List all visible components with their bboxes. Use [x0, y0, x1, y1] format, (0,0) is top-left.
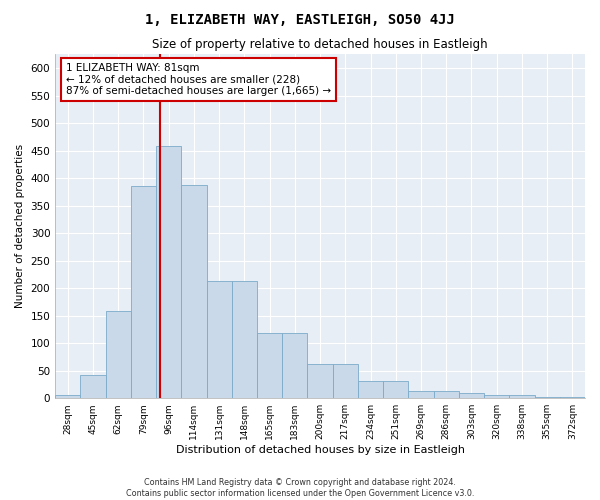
Y-axis label: Number of detached properties: Number of detached properties: [15, 144, 25, 308]
Bar: [307, 364, 332, 398]
Bar: [55, 396, 80, 398]
Bar: [332, 364, 358, 398]
Bar: [383, 380, 409, 398]
Title: Size of property relative to detached houses in Eastleigh: Size of property relative to detached ho…: [152, 38, 488, 51]
Bar: [484, 396, 509, 398]
Bar: [181, 185, 206, 398]
Bar: [156, 146, 181, 398]
Bar: [206, 281, 232, 398]
Text: 1 ELIZABETH WAY: 81sqm
← 12% of detached houses are smaller (228)
87% of semi-de: 1 ELIZABETH WAY: 81sqm ← 12% of detached…: [66, 63, 331, 96]
Bar: [282, 334, 307, 398]
Bar: [409, 390, 434, 398]
Bar: [80, 375, 106, 398]
Bar: [535, 397, 560, 398]
Bar: [560, 397, 585, 398]
Bar: [509, 396, 535, 398]
Bar: [232, 281, 257, 398]
Bar: [257, 334, 282, 398]
Bar: [459, 394, 484, 398]
Bar: [358, 380, 383, 398]
Text: 1, ELIZABETH WAY, EASTLEIGH, SO50 4JJ: 1, ELIZABETH WAY, EASTLEIGH, SO50 4JJ: [145, 12, 455, 26]
Bar: [434, 390, 459, 398]
Text: Contains HM Land Registry data © Crown copyright and database right 2024.
Contai: Contains HM Land Registry data © Crown c…: [126, 478, 474, 498]
X-axis label: Distribution of detached houses by size in Eastleigh: Distribution of detached houses by size …: [176, 445, 464, 455]
Bar: [131, 186, 156, 398]
Bar: [106, 312, 131, 398]
